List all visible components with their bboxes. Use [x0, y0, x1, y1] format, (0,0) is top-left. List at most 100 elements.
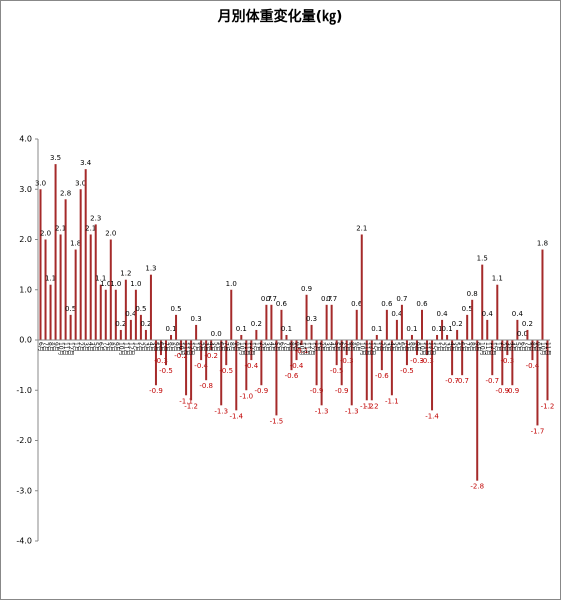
bar: [486, 319, 489, 340]
value-label: 1.1: [492, 275, 503, 283]
value-label: 0.1: [442, 325, 453, 333]
bar: [370, 340, 373, 401]
bar: [190, 340, 193, 401]
bar: [275, 340, 278, 416]
bar: [74, 249, 77, 340]
value-label: 1.0: [100, 280, 111, 288]
x-tick-label: 11月: [62, 342, 69, 356]
value-label: -2.8: [470, 483, 484, 491]
bar: [451, 340, 454, 376]
x-tick-label: 12月: [67, 342, 74, 356]
x-tick-label: 9月: [112, 342, 119, 352]
value-label: 1.1: [45, 275, 56, 283]
value-label: 0.7: [266, 295, 277, 303]
value-label: -1.1: [385, 397, 399, 405]
x-tick-label: 6月: [278, 342, 285, 352]
bar: [94, 224, 97, 340]
bar: [360, 234, 363, 340]
value-label: -1.2: [541, 402, 555, 410]
bar: [245, 340, 248, 391]
x-tick-label: 7月: [42, 342, 49, 352]
bar: [104, 289, 107, 340]
bar: [109, 239, 112, 340]
x-tick-label: 5月: [514, 342, 521, 352]
x-tick-label: 8月: [107, 342, 114, 352]
value-label: -0.9: [495, 387, 509, 395]
bar: [516, 319, 519, 340]
value-label: 1.0: [130, 280, 141, 288]
value-label: -0.8: [199, 382, 213, 390]
bar: [235, 340, 238, 411]
bar: [240, 334, 243, 340]
x-tick-label: 3月: [444, 342, 451, 352]
bar: [400, 304, 403, 340]
value-label: 2.1: [356, 224, 367, 232]
bar: [415, 340, 418, 356]
value-label: -0.4: [244, 362, 258, 370]
value-label: 0.2: [251, 320, 262, 328]
bar: [340, 340, 343, 386]
y-tick-label: 2.0: [19, 235, 32, 244]
y-tick-label: -3.0: [16, 486, 32, 495]
x-tick-label: 2月: [137, 342, 144, 352]
bar: [355, 309, 358, 340]
bar: [335, 340, 338, 366]
bar: [134, 289, 137, 340]
bar: [220, 340, 223, 406]
x-tick-label: 6月: [398, 342, 405, 352]
value-label: -0.3: [500, 357, 514, 365]
value-label: 0.7: [261, 295, 272, 303]
x-tick-label: 10月: [117, 342, 124, 356]
bar: [260, 340, 263, 386]
bar: [365, 340, 368, 401]
x-tick-label: 4月: [388, 342, 395, 352]
x-tick-label: 3月: [383, 342, 390, 352]
x-tick-label: 7月: [283, 342, 290, 352]
bar: [255, 329, 258, 340]
x-tick-label: 7月: [403, 342, 410, 352]
value-label: 0.7: [326, 295, 337, 303]
bar: [320, 340, 323, 406]
value-label: -0.3: [420, 357, 434, 365]
x-tick-label: 12月: [248, 342, 255, 356]
value-label: -0.6: [375, 372, 389, 380]
bar: [44, 239, 47, 340]
bar: [154, 340, 157, 386]
bar: [54, 164, 57, 340]
bar: [64, 199, 67, 340]
x-tick-label: 1月: [373, 342, 380, 352]
value-label: 1.2: [120, 270, 131, 278]
x-tick-label: 7月: [464, 342, 471, 352]
bar: [230, 289, 233, 340]
bar: [421, 309, 423, 340]
x-tick-label: 9月: [413, 342, 420, 352]
value-label: 0.1: [406, 325, 417, 333]
value-label: 1.5: [477, 255, 488, 263]
x-tick-label: 12月: [429, 342, 436, 356]
value-label: -0.5: [400, 367, 414, 375]
bar: [49, 284, 52, 340]
value-label: 1.8: [537, 240, 548, 248]
value-label: -0.9: [255, 387, 269, 395]
x-tick-label: 6月: [459, 342, 466, 352]
bar: [300, 340, 303, 346]
bar: [375, 334, 378, 340]
value-label: 1.8: [70, 240, 81, 248]
value-label: -0.9: [335, 387, 349, 395]
bar: [330, 304, 333, 340]
x-tick-label: 4月: [449, 342, 456, 352]
bar: [139, 314, 142, 340]
bar: [481, 264, 484, 340]
bar: [471, 299, 474, 340]
x-tick-label: 7月: [524, 342, 531, 352]
x-tick-label: 2月: [198, 342, 205, 352]
value-label: 0.0: [517, 330, 528, 338]
x-tick-label: 8月: [348, 342, 355, 352]
x-tick-label: 8月: [529, 342, 536, 352]
value-label: 0.6: [381, 300, 393, 308]
value-label: -0.2: [174, 352, 188, 360]
value-label: 1.3: [145, 265, 156, 273]
x-tick-label: 10月: [539, 342, 546, 356]
bar: [461, 340, 464, 376]
bar: [466, 314, 469, 340]
